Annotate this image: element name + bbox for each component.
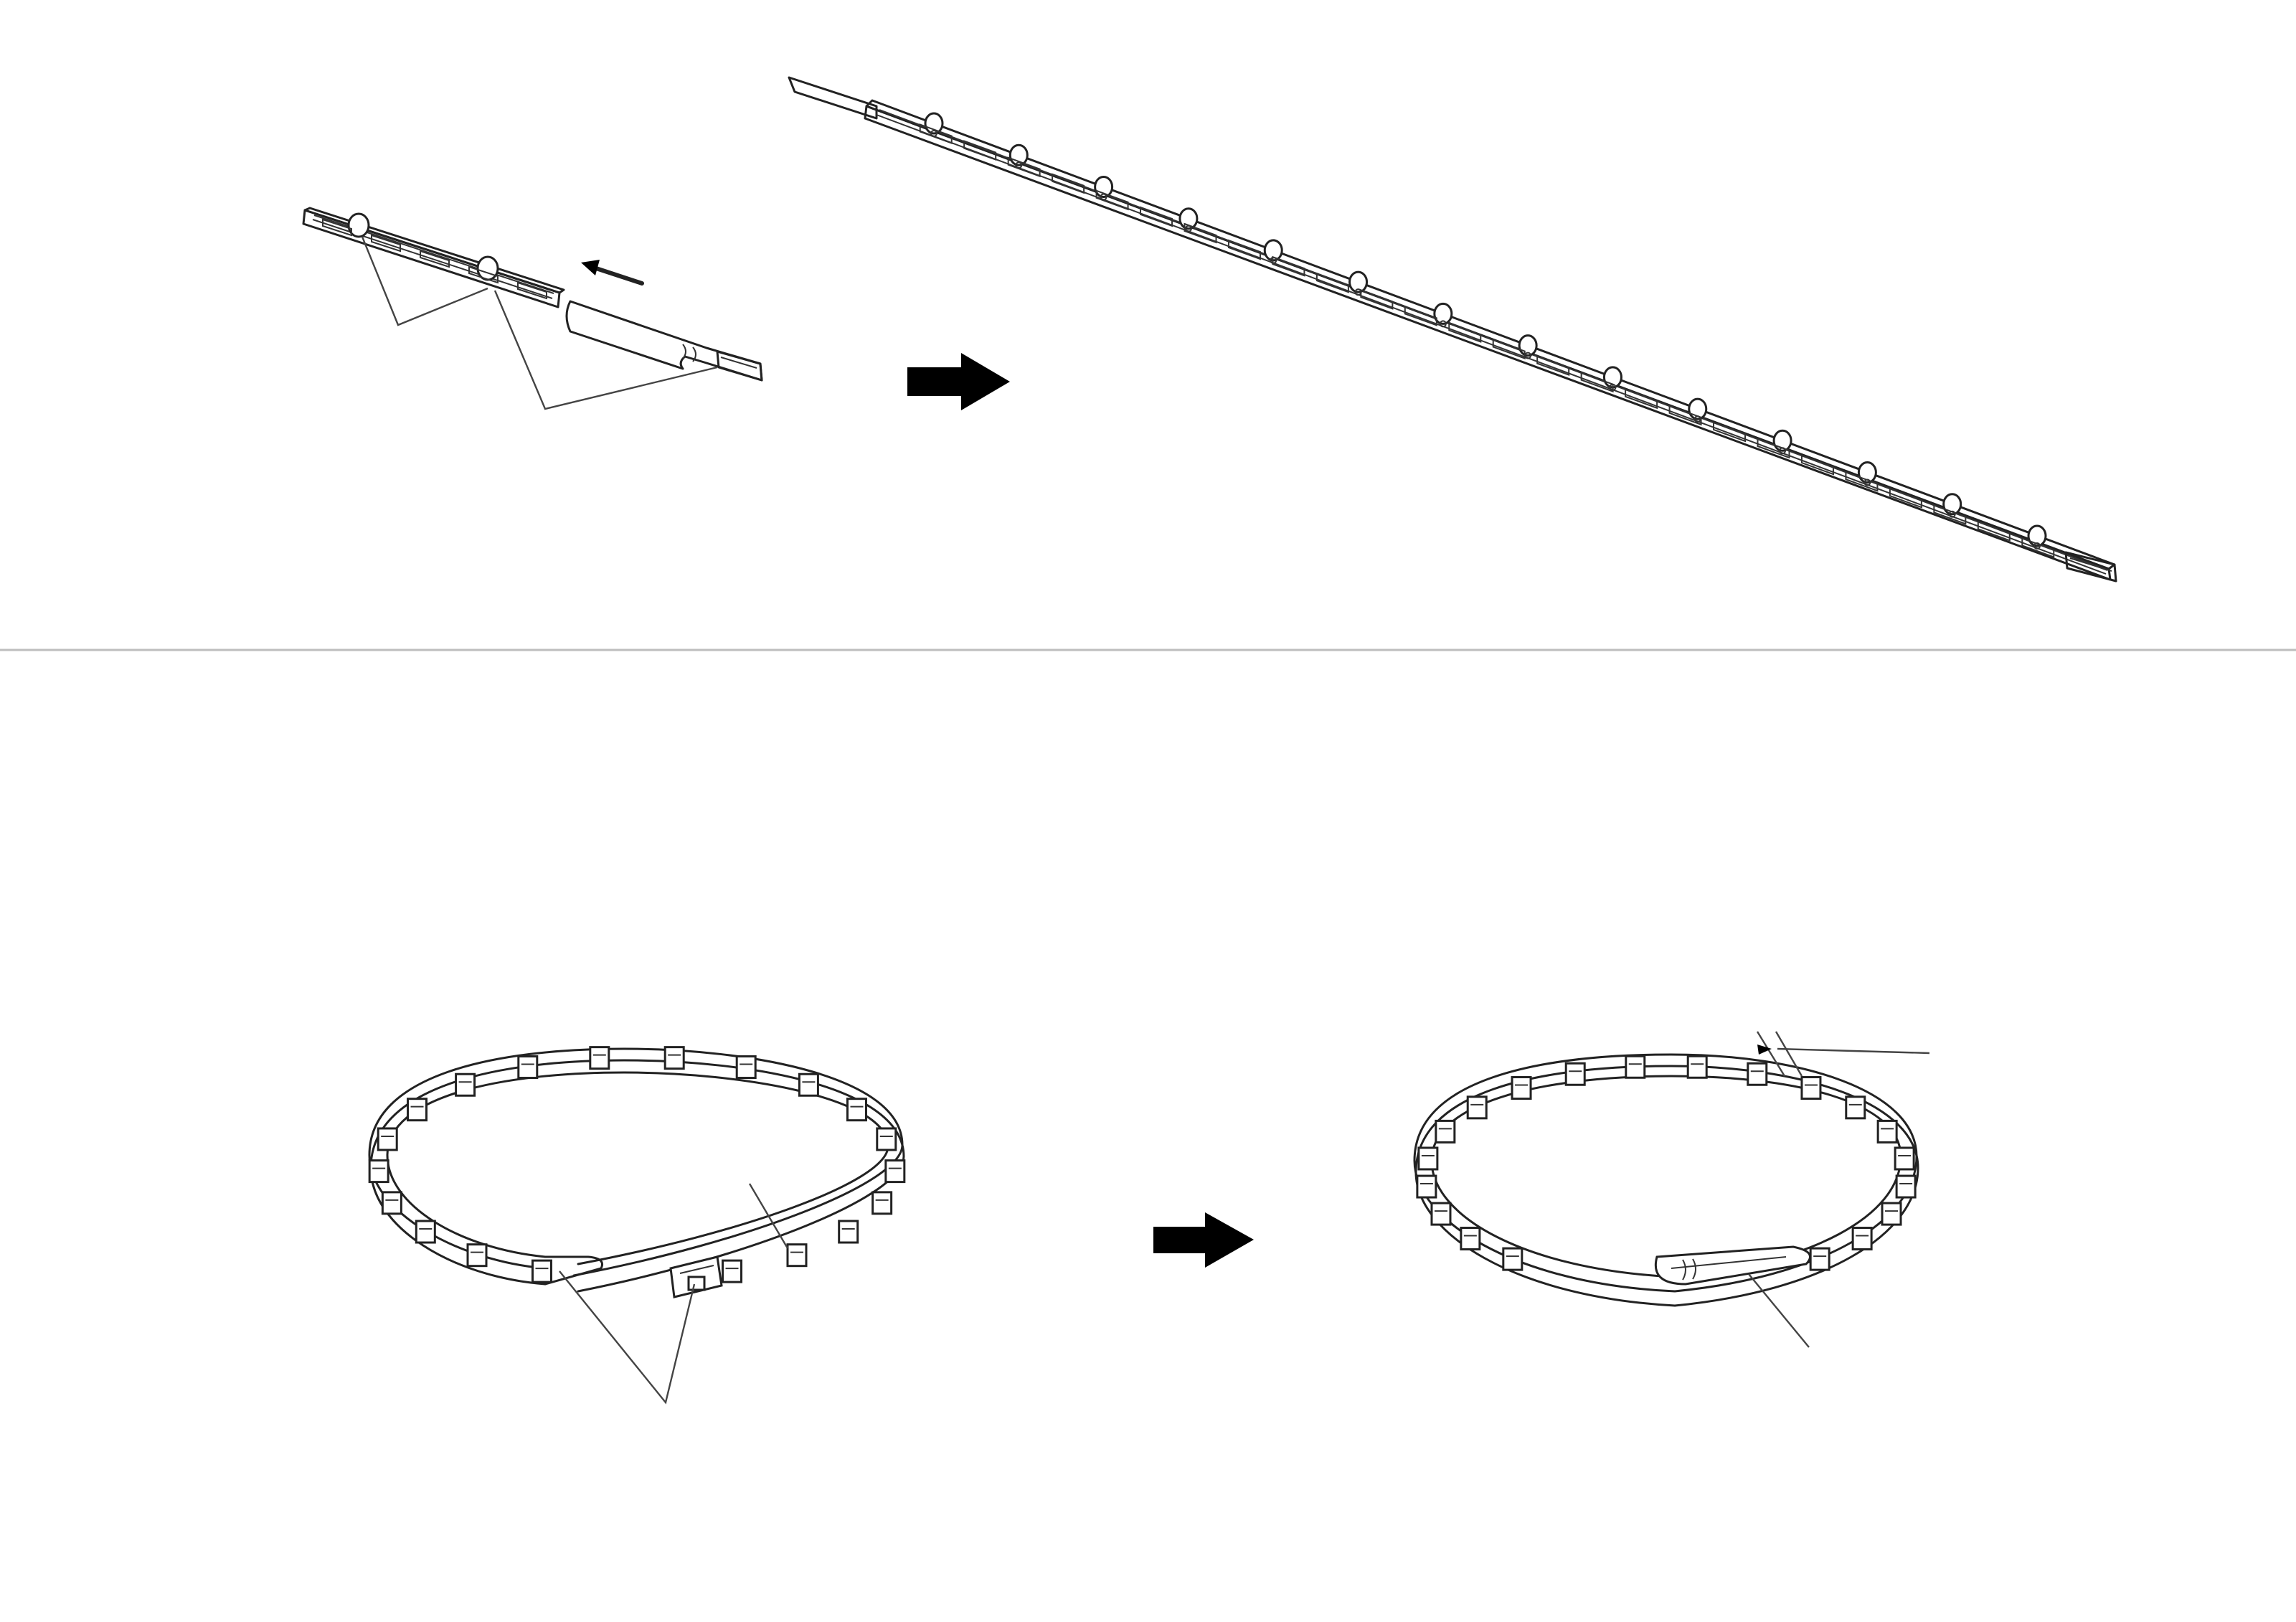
ring-window: [1809, 1247, 1830, 1271]
pin-boss: [1942, 493, 1962, 516]
ring-window: [589, 1046, 610, 1070]
window-cutout: [420, 250, 450, 268]
ring-window: [1502, 1247, 1523, 1271]
ring-window: [1564, 1062, 1586, 1086]
window-cutout: [1800, 454, 1834, 476]
pin-boss: [1433, 302, 1453, 325]
insertion-arrow: [581, 260, 644, 286]
window-cutout: [1889, 487, 1922, 509]
window-cutout: [1272, 255, 1305, 277]
ring-window: [1747, 1062, 1768, 1086]
window-cutout: [1095, 189, 1129, 211]
ring-window: [1800, 1076, 1822, 1100]
leader-lines: [361, 236, 718, 410]
window-cutout: [1360, 288, 1394, 310]
window-cutout: [1713, 421, 1747, 443]
window-cutout: [919, 123, 953, 144]
ring-window: [1511, 1076, 1532, 1100]
ring-window: [381, 1191, 402, 1215]
ring-window: [1845, 1095, 1866, 1120]
ring-window: [798, 1072, 819, 1097]
window-cutout: [1184, 222, 1217, 244]
ring-window: [407, 1098, 428, 1122]
process-arrow-top: [907, 353, 1010, 410]
pin-boss: [476, 255, 499, 281]
gap-dimension: [1756, 1031, 1930, 1077]
ring-window: [786, 1243, 808, 1268]
leader-lines-bottom-left: [559, 1183, 789, 1405]
window-cutout: [963, 140, 997, 161]
ring-window: [531, 1259, 552, 1283]
pin-boss: [1772, 429, 1792, 452]
window-cutout: [371, 234, 401, 253]
window-cutout: [2021, 537, 2055, 558]
ring-window: [1686, 1055, 1708, 1079]
window-cutout: [1580, 372, 1614, 393]
pin-boss: [347, 212, 370, 238]
ring-window: [466, 1243, 488, 1268]
window-cutout: [1315, 272, 1349, 293]
ring-window: [1416, 1174, 1437, 1199]
ring-window: [663, 1046, 685, 1070]
assembled-long-strip: [788, 76, 2117, 583]
top-panel: [302, 76, 2117, 583]
window-cutout: [1404, 305, 1437, 326]
closed-ring: [1413, 1053, 1919, 1307]
bottom-panel: [368, 1031, 1930, 1405]
window-cutout: [1227, 239, 1261, 260]
ring-window: [871, 1191, 893, 1215]
window-cutout: [322, 218, 352, 237]
window-cutout: [1757, 438, 1790, 459]
ring-window: [884, 1159, 906, 1184]
window-cutout: [1977, 520, 2011, 542]
short-strip-segment: [302, 207, 565, 308]
ring-window: [1435, 1119, 1456, 1144]
ring-window: [368, 1159, 389, 1184]
ring-window: [1460, 1227, 1481, 1251]
pin-hole: [1439, 320, 1447, 328]
window-cutout: [1492, 339, 1526, 359]
ring-window: [1895, 1174, 1917, 1199]
window-cutout: [1845, 471, 1879, 492]
ring-window: [1430, 1202, 1452, 1226]
ring-window: [735, 1055, 757, 1080]
ring-window: [722, 1259, 743, 1283]
process-arrow-bottom: [1153, 1212, 1254, 1268]
window-cutout: [1140, 206, 1173, 227]
ring-window: [455, 1072, 476, 1097]
window-cutout: [468, 265, 499, 284]
pin-boss: [1348, 270, 1369, 293]
pin-boss: [1857, 461, 1877, 484]
ring-window: [1876, 1119, 1898, 1144]
window-cutout: [1933, 504, 1967, 525]
ring-window: [1851, 1227, 1873, 1251]
open-ring: [368, 1046, 906, 1298]
window-cutout: [1052, 173, 1085, 194]
ring-window: [1417, 1146, 1439, 1171]
window-cutout: [1536, 355, 1570, 377]
ring-window: [876, 1127, 897, 1151]
ring-window: [1894, 1146, 1915, 1171]
window-cutout: [1625, 388, 1658, 410]
ring-window: [1625, 1055, 1646, 1079]
window-cutout: [517, 281, 547, 300]
tab-end-piece: [565, 300, 763, 382]
window-cutout: [1448, 322, 1482, 343]
ring-window: [1466, 1095, 1488, 1120]
window-cutout: [1668, 405, 1702, 426]
ring-window: [415, 1220, 436, 1244]
leader-line-bottom-right: [1748, 1273, 1810, 1348]
ring-window: [838, 1220, 859, 1244]
window-cutout: [1007, 156, 1041, 178]
ring-window: [377, 1127, 398, 1151]
ring-window: [846, 1098, 867, 1122]
ring-window: [517, 1055, 539, 1080]
pin-boss: [2027, 524, 2047, 547]
ring-window: [1881, 1202, 1902, 1226]
